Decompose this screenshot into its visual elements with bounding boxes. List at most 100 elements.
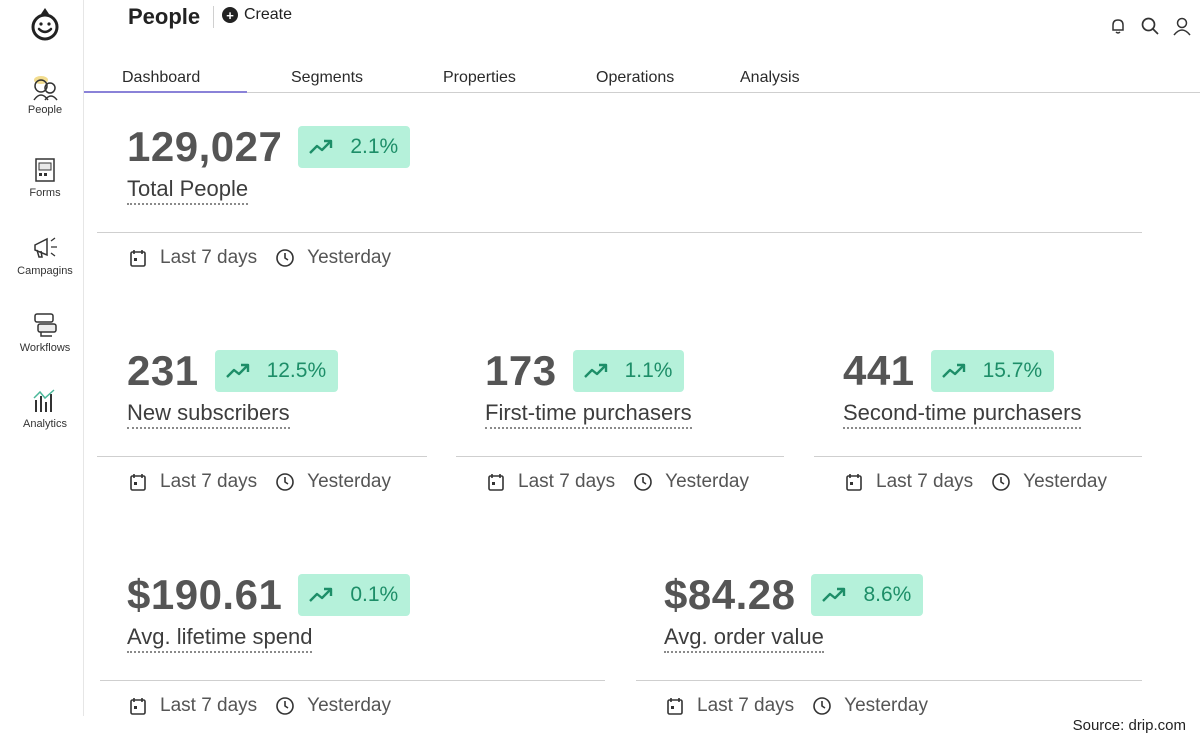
sidebar: People Forms Campagins Workflows [0, 0, 84, 716]
clock-icon [276, 473, 294, 491]
tab-properties[interactable]: Properties [443, 69, 516, 86]
trend-up-icon [309, 587, 333, 603]
calendar-icon [488, 474, 504, 491]
trend-value: 2.1% [350, 135, 399, 158]
trend-up-icon [941, 363, 965, 379]
megaphone-icon [34, 237, 57, 258]
calendar-icon [130, 250, 146, 267]
divider [636, 680, 1142, 681]
calendar-icon [846, 474, 862, 491]
period-compare[interactable]: Yesterday [1023, 471, 1107, 492]
period-range[interactable]: Last 7 days [160, 247, 258, 268]
clock-icon [276, 249, 294, 267]
tab-bar: Dashboard Segments Properties Operations… [84, 60, 1200, 93]
user-icon[interactable] [1172, 16, 1192, 36]
metric-avg-lifetime-spend: $190.61 0.1% Avg. lifetime spend [127, 570, 411, 653]
tab-dashboard[interactable]: Dashboard [122, 69, 201, 86]
sidebar-item-label: Workflows [19, 342, 71, 354]
bell-icon[interactable] [1108, 16, 1128, 36]
period-range[interactable]: Last 7 days [697, 695, 795, 716]
trend-value: 0.1% [350, 583, 399, 606]
metric-value: $190.61 [127, 571, 283, 618]
metric-total-people: 129,027 2.1% Total People [127, 122, 411, 205]
sidebar-item-analytics[interactable]: Analytics [0, 386, 90, 430]
divider [97, 456, 427, 457]
trend-badge: 0.1% [298, 574, 411, 616]
trend-up-icon [309, 139, 333, 155]
divider [100, 680, 605, 681]
period-range[interactable]: Last 7 days [160, 695, 258, 716]
search-icon[interactable] [1140, 16, 1160, 36]
metric-second-time-purchasers: 441 15.7% Second-time purchasers [843, 346, 1082, 429]
clock-icon [634, 473, 652, 491]
workflows-icon [34, 313, 57, 337]
period-compare[interactable]: Yesterday [665, 471, 749, 492]
sidebar-item-label: Analytics [22, 418, 68, 430]
people-icon [33, 76, 58, 101]
metric-label[interactable]: First-time purchasers [485, 400, 692, 429]
create-label: Create [244, 6, 293, 23]
divider [97, 232, 1142, 233]
calendar-icon [130, 474, 146, 491]
metric-value: 173 [485, 347, 557, 394]
sidebar-item-label: Campagins [17, 265, 73, 277]
forms-icon [35, 158, 55, 182]
analytics-icon [33, 389, 55, 412]
trend-badge: 15.7% [930, 350, 1055, 392]
clock-icon [276, 697, 294, 715]
period-compare[interactable]: Yesterday [844, 695, 928, 716]
metric-value: 441 [843, 347, 915, 394]
trend-value: 12.5% [266, 359, 327, 382]
tab-operations[interactable]: Operations [596, 69, 675, 86]
period-row: Last 7 days Yesterday [486, 471, 749, 493]
metric-new-subscribers: 231 12.5% New subscribers [127, 346, 339, 429]
metric-label[interactable]: Total People [127, 176, 249, 205]
tab-analysis[interactable]: Analysis [740, 69, 800, 86]
metric-label[interactable]: Avg. lifetime spend [127, 624, 313, 653]
trend-value: 8.6% [863, 583, 912, 606]
period-range[interactable]: Last 7 days [518, 471, 616, 492]
divider [814, 456, 1142, 457]
active-tab-indicator [84, 91, 247, 93]
divider [456, 456, 784, 457]
metric-label[interactable]: Second-time purchasers [843, 400, 1082, 429]
period-compare[interactable]: Yesterday [307, 471, 391, 492]
period-compare[interactable]: Yesterday [307, 695, 391, 716]
calendar-icon [130, 698, 146, 715]
metric-label[interactable]: Avg. order value [664, 624, 824, 653]
trend-badge: 12.5% [214, 350, 339, 392]
metric-label[interactable]: New subscribers [127, 400, 290, 429]
metric-value: $84.28 [664, 571, 796, 618]
trend-up-icon [225, 363, 249, 379]
sidebar-item-people[interactable]: People [0, 72, 90, 116]
metric-value: 231 [127, 347, 199, 394]
metric-first-time-purchasers: 173 1.1% First-time purchasers [485, 346, 692, 429]
clock-icon [813, 697, 831, 715]
trend-up-icon [583, 363, 607, 379]
create-button[interactable]: + Create [222, 6, 292, 24]
top-toolbar [1108, 16, 1192, 36]
trend-value: 15.7% [982, 359, 1043, 382]
page-title: People [128, 4, 201, 29]
sidebar-item-label: Forms [29, 187, 61, 199]
sidebar-item-forms[interactable]: Forms [0, 155, 90, 199]
metric-value: 129,027 [127, 123, 283, 170]
trend-badge: 2.1% [298, 126, 411, 168]
trend-up-icon [822, 587, 846, 603]
header-divider [213, 6, 214, 28]
period-row: Last 7 days Yesterday [844, 471, 1107, 493]
metric-avg-order-value: $84.28 8.6% Avg. order value [664, 570, 924, 653]
period-range[interactable]: Last 7 days [160, 471, 258, 492]
sidebar-item-workflows[interactable]: Workflows [0, 310, 90, 354]
clock-icon [992, 473, 1010, 491]
calendar-icon [667, 698, 683, 715]
sidebar-item-campaigns[interactable]: Campagins [0, 233, 90, 277]
period-row: Last 7 days Yesterday [128, 247, 391, 269]
period-range[interactable]: Last 7 days [876, 471, 974, 492]
tab-segments[interactable]: Segments [291, 69, 364, 86]
period-row: Last 7 days Yesterday [128, 471, 391, 493]
period-compare[interactable]: Yesterday [307, 247, 391, 268]
trend-value: 1.1% [624, 359, 673, 382]
drip-logo-icon[interactable] [30, 6, 60, 42]
period-row: Last 7 days Yesterday [128, 695, 391, 717]
